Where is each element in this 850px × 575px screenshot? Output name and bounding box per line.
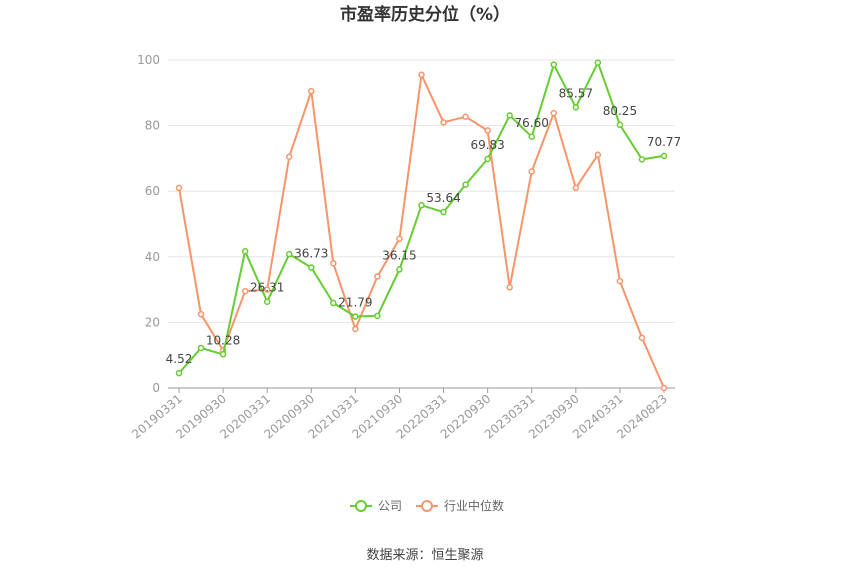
- data-point: [308, 264, 315, 271]
- data-point: [594, 151, 602, 159]
- data-point: [308, 87, 315, 95]
- data-label: 53.64: [426, 191, 460, 205]
- data-label: 4.52: [166, 352, 193, 366]
- data-point: [550, 61, 558, 68]
- data-point: [175, 184, 183, 192]
- legend-swatch-marker: [421, 500, 433, 512]
- data-label: 36.15: [382, 248, 416, 262]
- data-point: [572, 184, 580, 192]
- y-axis: 0 20 40 60 80 100: [137, 53, 160, 395]
- data-label: 85.57: [559, 86, 593, 100]
- source-note: 数据来源：恒生聚源: [366, 548, 483, 563]
- series-line: [178, 73, 665, 389]
- data-label: 36.73: [294, 247, 328, 261]
- data-point: [418, 71, 425, 79]
- data-point: [175, 369, 183, 377]
- data-point: [440, 119, 447, 126]
- data-point: [616, 277, 624, 285]
- data-point: [330, 299, 337, 307]
- data-labels: 4.52 10.28 26.31 36.73 21.79 36.15 53.64 69.83 7…: [166, 86, 682, 366]
- series-layer: [175, 59, 668, 392]
- data-point: [660, 384, 668, 392]
- data-label: 10.28: [206, 333, 240, 347]
- data-point: [418, 202, 425, 209]
- y-tick-label: 40: [145, 250, 160, 264]
- data-label: 70.77: [647, 135, 681, 149]
- data-label: 69.83: [470, 138, 504, 152]
- data-point: [197, 344, 205, 352]
- data-point: [616, 121, 624, 129]
- data-point: [197, 310, 205, 318]
- data-point: [506, 112, 513, 119]
- data-point: [374, 312, 381, 320]
- data-point: [285, 250, 293, 258]
- data-point: [462, 113, 469, 120]
- y-tick-label: 60: [145, 184, 160, 198]
- data-point: [550, 109, 558, 117]
- data-point: [660, 152, 668, 160]
- y-tick-label: 20: [145, 315, 160, 329]
- data-point: [263, 286, 271, 293]
- data-point: [506, 284, 513, 291]
- data-point: [484, 155, 491, 163]
- data-label: 21.79: [338, 296, 372, 310]
- data-point: [241, 287, 249, 295]
- legend-label: 行业中位数: [444, 498, 504, 513]
- data-point: [594, 59, 602, 66]
- data-point: [374, 273, 381, 280]
- data-point: [528, 168, 535, 175]
- data-point: [396, 235, 403, 243]
- data-point: [462, 181, 469, 188]
- data-label: 76.60: [515, 116, 549, 130]
- data-point: [528, 133, 535, 141]
- data-point: [352, 325, 359, 333]
- data-label: 80.25: [603, 104, 637, 118]
- grid: [168, 59, 675, 323]
- x-axis: 2019033120190930202003312020093020210331…: [129, 387, 675, 442]
- legend-swatch-marker: [355, 500, 367, 512]
- legend[interactable]: 公司 行业中位数: [350, 498, 504, 513]
- data-point: [572, 104, 580, 111]
- series-line: [178, 61, 665, 374]
- legend-label: 公司: [378, 499, 402, 513]
- data-point: [219, 351, 227, 358]
- data-point: [263, 298, 271, 305]
- y-tick-label: 0: [152, 381, 160, 395]
- data-point: [638, 334, 646, 342]
- data-label: 26.31: [250, 281, 284, 295]
- chart-title: 市盈率历史分位（%）: [340, 4, 510, 25]
- data-point: [241, 247, 249, 255]
- data-point: [440, 208, 447, 216]
- data-point: [352, 313, 359, 320]
- data-point: [638, 156, 646, 163]
- data-point: [484, 127, 491, 134]
- data-point: [396, 266, 403, 273]
- y-tick-label: 80: [145, 119, 160, 133]
- data-point: [330, 260, 337, 267]
- y-tick-label: 100: [137, 53, 160, 67]
- data-point: [285, 153, 293, 161]
